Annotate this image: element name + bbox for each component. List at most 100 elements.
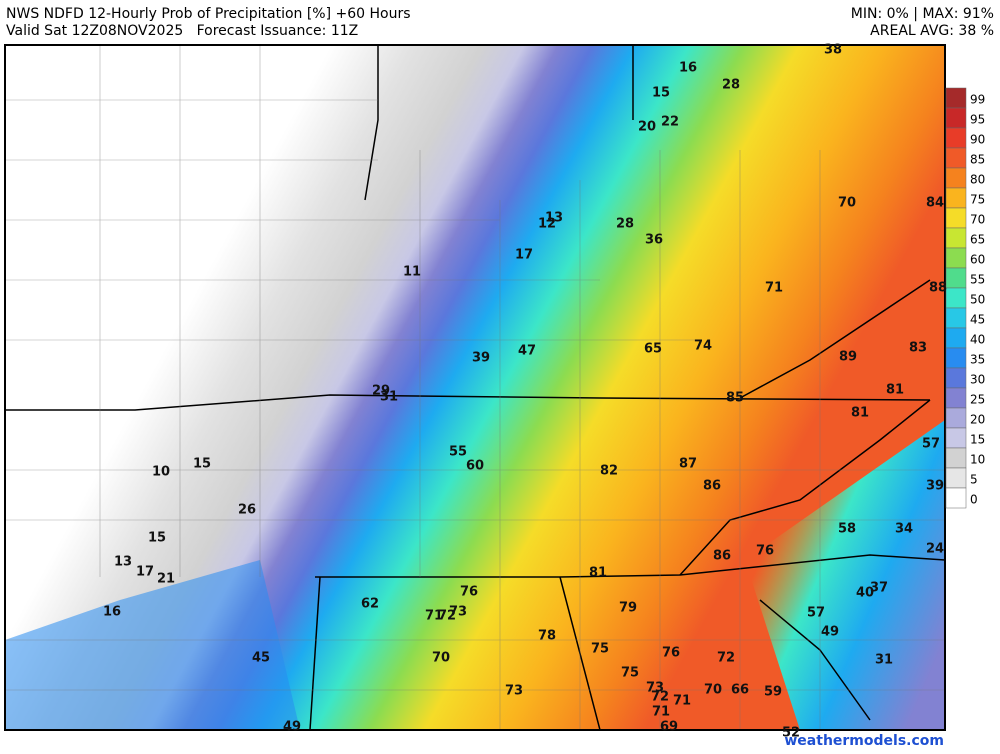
point-value: 73 [449, 605, 467, 620]
point-value: 78 [538, 629, 556, 644]
map-frame [4, 44, 946, 731]
point-value: 22 [661, 115, 679, 130]
colorbar-cell [945, 167, 967, 189]
colorbar-cell [945, 207, 967, 229]
point-value: 37 [870, 581, 888, 596]
point-value: 15 [652, 86, 670, 101]
point-value: 17 [515, 248, 533, 263]
point-value: 79 [619, 601, 637, 616]
point-value: 39 [926, 479, 944, 494]
point-value: 62 [361, 597, 379, 612]
point-value: 49 [821, 625, 839, 640]
point-value: 70 [838, 196, 856, 211]
colorbar-label: 25 [970, 393, 985, 407]
point-value: 66 [731, 683, 749, 698]
point-value: 72 [438, 609, 456, 624]
colorbar-label: 75 [970, 193, 985, 207]
colorbar-cell [945, 367, 967, 389]
title: NWS NDFD 12-Hourly Prob of Precipitation… [6, 6, 411, 22]
point-value: 76 [756, 544, 774, 559]
point-value: 55 [449, 445, 467, 460]
colorbar-label: 55 [970, 273, 985, 287]
point-value: 47 [518, 344, 536, 359]
point-value: 40 [856, 586, 874, 601]
point-value: 88 [929, 281, 947, 296]
point-value: 17 [136, 565, 154, 580]
colorbar-label: 80 [970, 173, 985, 187]
colorbar-cell [945, 327, 967, 349]
colorbar-label: 0 [970, 493, 978, 507]
colorbar-label: 70 [970, 213, 985, 227]
colorbar-cell [945, 187, 967, 209]
point-value: 70 [432, 651, 450, 666]
colorbar-label: 50 [970, 293, 985, 307]
colorbar-label: 95 [970, 113, 985, 127]
colorbar-cell [945, 467, 967, 489]
point-value: 72 [717, 651, 735, 666]
colorbar-cell [945, 387, 967, 409]
point-value: 71 [765, 281, 783, 296]
point-value: 31 [380, 390, 398, 405]
colorbar-label: 5 [970, 473, 978, 487]
point-value: 52 [782, 726, 800, 741]
point-value: 81 [886, 383, 904, 398]
point-value: 89 [839, 350, 857, 365]
point-value: 38 [824, 43, 842, 58]
colorbar-label: 65 [970, 233, 985, 247]
colorbar-cell [945, 307, 967, 329]
point-value: 29 [372, 384, 390, 399]
point-value: 86 [703, 479, 721, 494]
point-value: 13 [545, 211, 563, 226]
point-value: 16 [103, 605, 121, 620]
colorbar-cell [945, 127, 967, 149]
point-value: 75 [621, 666, 639, 681]
point-value: 15 [148, 531, 166, 546]
point-value: 72 [651, 690, 669, 705]
colorbar-cell [945, 247, 967, 269]
precip-field [5, 45, 945, 730]
colorbar-label: 10 [970, 453, 985, 467]
point-value: 13 [114, 555, 132, 570]
point-value: 86 [713, 549, 731, 564]
colorbar-cell [945, 487, 967, 509]
colorbar-cell [945, 347, 967, 369]
point-value: 39 [472, 351, 490, 366]
point-value: 74 [694, 339, 712, 354]
point-value: 57 [807, 606, 825, 621]
point-value: 31 [875, 653, 893, 668]
point-value: 81 [851, 406, 869, 421]
colorbar-cell [945, 407, 967, 429]
colorbar-label: 99 [970, 93, 985, 107]
point-value: 81 [589, 566, 607, 581]
colorbar-cell [945, 227, 967, 249]
point-value: 26 [238, 503, 256, 518]
colorbar-label: 20 [970, 413, 985, 427]
point-value: 83 [909, 341, 927, 356]
point-value: 70 [704, 683, 722, 698]
point-value: 76 [662, 646, 680, 661]
point-value: 75 [591, 642, 609, 657]
colorbar-cell [945, 87, 967, 109]
point-value: 21 [157, 572, 175, 587]
point-value: 20 [638, 120, 656, 135]
point-value: 71 [673, 694, 691, 709]
point-value: 71 [652, 705, 670, 720]
point-value: 45 [252, 651, 270, 666]
point-value: 87 [679, 457, 697, 472]
point-value: 59 [764, 685, 782, 700]
colorbar-cell [945, 107, 967, 129]
colorbar-cell [945, 267, 967, 289]
colorbar-cell [945, 287, 967, 309]
point-value: 36 [645, 233, 663, 248]
point-value: 34 [895, 522, 913, 537]
point-value: 16 [679, 61, 697, 76]
colorbar-label: 90 [970, 133, 985, 147]
point-value: 73 [646, 681, 664, 696]
colorbar-label: 60 [970, 253, 985, 267]
point-value: 10 [152, 465, 170, 480]
colorbar-cell [945, 427, 967, 449]
point-value: 49 [283, 720, 301, 735]
point-value: 24 [926, 542, 944, 557]
colorbar-cell [945, 447, 967, 469]
